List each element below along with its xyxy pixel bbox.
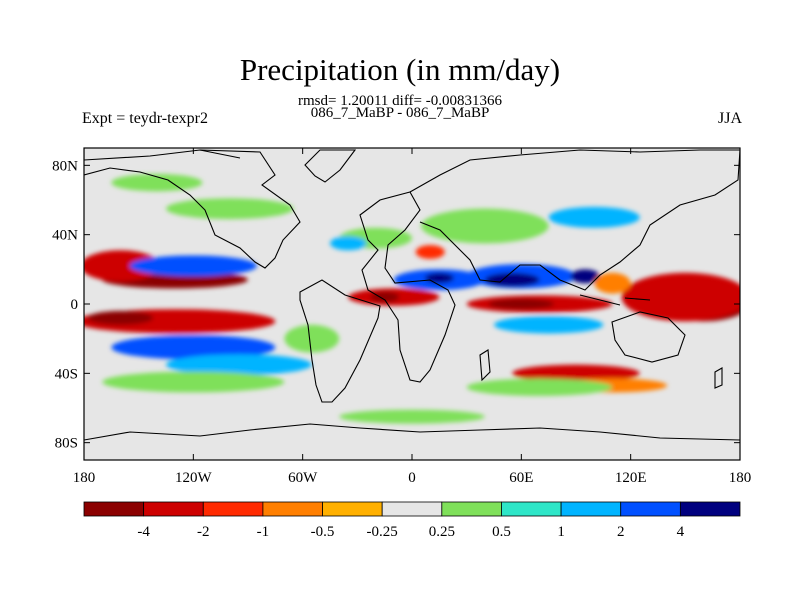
anomaly-s-pacific-dark (87, 310, 154, 325)
anomaly-canada-green (166, 198, 294, 220)
colorbar-label: 0.5 (492, 524, 511, 540)
precip-anomaly-fields (84, 174, 740, 424)
colorbar-label: 0.25 (429, 524, 455, 540)
colorbar-swatch (143, 501, 204, 517)
colorbar-swatch (441, 501, 502, 517)
season-label: JJA (717, 110, 742, 127)
anomaly-so-red (512, 364, 640, 383)
x-tick-label: 180 (729, 470, 752, 486)
colorbar-swatch (381, 501, 443, 517)
anomaly-arctic-green (111, 174, 203, 192)
comparison-label: 086_7_MaBP - 086_7_MaBP (310, 105, 490, 121)
coastlines (84, 148, 740, 441)
anomaly-europe-orange (415, 245, 445, 259)
anomaly-io-dark (488, 298, 555, 310)
anomaly-arabia-dark (484, 272, 540, 287)
y-tick-label: 0 (71, 297, 79, 313)
colorbar-label: -4 (137, 524, 150, 540)
y-tick-label: 80N (52, 158, 78, 174)
colorbar-swatch (620, 501, 681, 517)
anomaly-n-atl-blue (330, 236, 367, 251)
anomaly-s-pacific-green (102, 371, 285, 393)
anomaly-sam-green (284, 324, 340, 353)
colorbar-label: -1 (257, 524, 270, 540)
x-tick-label: 60E (509, 470, 533, 486)
y-tick-label: 80S (55, 436, 78, 452)
x-tick-label: 120W (175, 470, 213, 486)
chart-title: Precipitation (in mm/day) (239, 52, 561, 87)
anomaly-asia-green (421, 208, 549, 244)
anomaly-wpac-red (621, 272, 740, 322)
anomaly-siberia-cyan (548, 206, 640, 228)
colorbar-swatch (679, 501, 741, 517)
anomaly-antarctic-green (339, 409, 485, 424)
anomaly-india-dark (570, 269, 600, 284)
colorbar: -4 -2 -1 -0.5 -0.25 0.25 0.5 1 2 4 (83, 501, 741, 540)
colorbar-label: -2 (197, 524, 210, 540)
anomaly-eq-pacific-dry-core (144, 274, 188, 285)
colorbar-swatch (501, 501, 562, 517)
anomaly-s-pacific-cyan (166, 354, 312, 376)
colorbar-swatch (262, 501, 323, 517)
colorbar-swatch (322, 501, 383, 517)
colorbar-label: 2 (617, 524, 625, 540)
colorbar-swatch (83, 501, 145, 517)
x-tick-label: 0 (408, 470, 416, 486)
anomaly-so-green (466, 378, 613, 396)
y-tick-label: 40S (55, 366, 78, 382)
anomaly-asia-orange (594, 272, 631, 294)
colorbar-swatch (202, 501, 264, 517)
chart-subtitle: rmsd= 1.20011 diff= -0.00831366 (298, 93, 502, 109)
x-tick-label: 120E (615, 470, 647, 486)
x-tick-label: 60W (288, 470, 318, 486)
colorbar-label: -0.25 (367, 524, 398, 540)
anomaly-sahel-dark (424, 272, 454, 284)
colorbar-label: -0.5 (311, 524, 335, 540)
colorbar-label: 1 (557, 524, 565, 540)
x-axis: 180 120W 60W 0 60E 120E 180 (73, 148, 752, 486)
anomaly-e-pacific-blue (129, 255, 258, 277)
y-axis: 80N 40N 0 40S 80S (52, 158, 740, 452)
anomaly-s-pacific-blue (111, 335, 276, 360)
colorbar-swatch (560, 501, 622, 517)
experiment-label: Expt = teydr-texpr2 (82, 110, 208, 127)
anomaly-io-cyan (494, 316, 604, 334)
y-tick-label: 40N (52, 228, 78, 244)
anomaly-atl-itcz-dark (370, 291, 400, 303)
x-tick-label: 180 (73, 470, 96, 486)
colorbar-label: 4 (677, 524, 685, 540)
anomaly-n-pacific-red (84, 250, 161, 282)
